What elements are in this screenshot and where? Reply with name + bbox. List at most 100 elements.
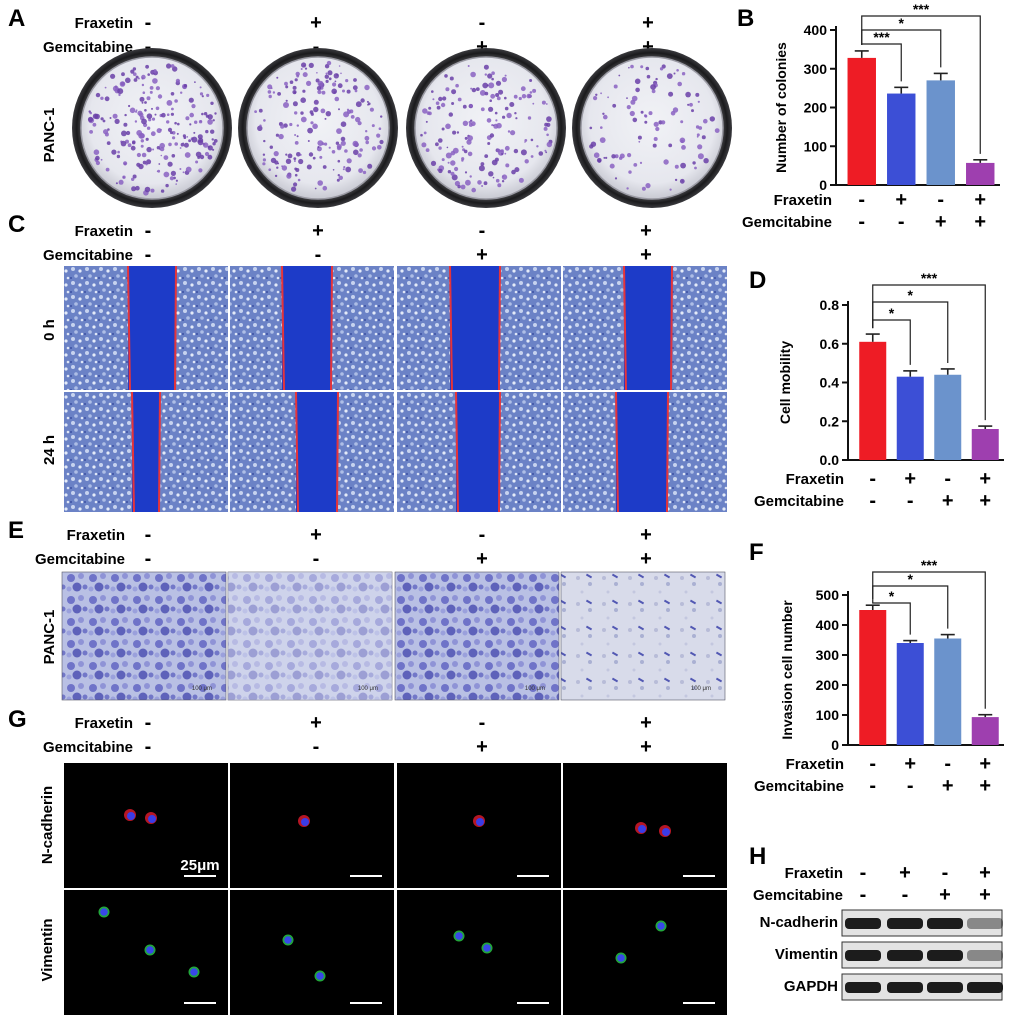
panel-c-sign: - [479,220,486,242]
panel-c-treatment-rows: Fraxetin - + - +Gemcitabine - - + + [43,220,652,266]
y-tick-label: 100 [816,707,840,723]
panel-f-letter: F [749,539,764,566]
significance-label: * [908,287,914,303]
treatment-sign: + [904,753,916,775]
colony-dish [238,48,398,208]
treatment-sign: - [858,189,865,211]
panel-c-sign: + [640,244,652,266]
y-tick-label: 0.6 [820,336,840,352]
vimentin-if-image [230,890,394,1015]
y-tick-label: 300 [816,647,840,663]
panel-e-sign: + [476,548,488,570]
blot-strip [841,909,1003,937]
treatment-sign: - [869,775,876,797]
panel-g-marker-ncadherin: N-cadherin [39,786,56,864]
y-tick-label: 0.8 [820,297,840,313]
panel-a-sign: - [145,12,152,34]
scalebar-text: 100 μm [525,686,545,692]
blot-band [887,950,923,961]
y-tick-label: 400 [804,22,828,38]
blot-band [845,918,881,929]
blot-band [887,982,923,993]
panel-h-sign: - [942,862,949,884]
invasion-image: 100 μm [61,571,227,701]
colony-dish [572,48,732,208]
y-tick-label: 200 [816,677,840,693]
significance-label: *** [873,29,890,45]
panel-c-letter: C [8,211,25,238]
scalebar-text: 100 μm [192,686,212,692]
panel-h-sign: + [979,884,991,906]
panel-h-western-blot: N-cadherin Vimentin GAPDH [760,909,1003,1001]
panel-h-letter: H [749,843,766,870]
blot-band [927,918,963,929]
panel-a-letter: A [8,5,25,32]
panel-g-sign: - [479,712,486,734]
invasion-image: 100 μm [394,571,560,701]
panel-e-sign: - [145,524,152,546]
y-tick-label: 0.2 [820,413,840,429]
panel-e-sign: + [640,524,652,546]
significance-bracket [872,599,911,635]
panel-e-treatment-rows: Fraxetin - + - +Gemcitabine - - + + [35,524,652,570]
panel-h-sign: - [860,862,867,884]
bar [926,80,955,185]
y-tick-label: 200 [804,100,828,116]
panel-h-treatment-rows: Fraxetin - + - +Gemcitabine - - + + [753,862,991,906]
panel-a-sign: + [642,36,654,58]
treatment-label: Gemcitabine [754,778,844,795]
panel-a-row-label: Fraxetin [75,15,133,32]
panel-h-row-label: Fraxetin [785,865,843,882]
blot-label: GAPDH [784,978,838,995]
treatment-sign: - [869,753,876,775]
panel-e-sign: + [640,548,652,570]
panel-g-sign: + [640,712,652,734]
bar [971,717,999,745]
treatment-sign: + [979,468,991,490]
significance-label: * [908,571,914,587]
treatment-sign: - [944,468,951,490]
wound-image [563,265,727,391]
panel-g-if-images: 25μm [64,763,727,1015]
panel-g-row-label: Fraxetin [75,715,133,732]
panel-e-sign: + [310,524,322,546]
panel-h-row-label: Gemcitabine [753,887,843,904]
panel-a-row-label: Gemcitabine [43,39,133,56]
vimentin-if-image [64,890,228,1015]
y-axis-label: Number of colonies [773,42,789,173]
panel-a-colony-dishes [72,48,732,208]
significance-bracket [861,15,981,154]
panel-e-cell-line-label: PANC-1 [41,610,58,665]
panel-g-sign: - [145,736,152,758]
treatment-sign: - [858,211,865,233]
treatment-sign: - [937,189,944,211]
wound-image [563,391,727,513]
treatment-sign: - [869,490,876,512]
blot-band [845,950,881,961]
panel-h-sign: + [979,862,991,884]
invasion-image: 100 μm [227,571,393,701]
treatment-sign: + [974,189,986,211]
panel-e-invasion-images: 100 μm 100 μm 100 μm 100 μm [61,571,726,701]
y-tick-label: 100 [804,138,828,154]
blot-strip [841,973,1003,1001]
treatment-label: Gemcitabine [742,214,832,231]
panel-g-sign: - [313,736,320,758]
blot-band [927,950,963,961]
bar [896,376,924,460]
treatment-sign: + [942,490,954,512]
panel-a-treatment-rows: Fraxetin - + - +Gemcitabine - - + + [43,12,654,58]
panel-c-row-label: Gemcitabine [43,247,133,264]
treatment-sign: - [898,211,905,233]
panel-a-sign: - [145,36,152,58]
panel-c-time-24h: 24 h [41,435,58,465]
bar [971,429,999,460]
panel-c-time-0h: 0 h [41,319,58,341]
panel-a-sign: - [313,36,320,58]
panel-e-letter: E [8,517,24,544]
panel-c-sign: + [640,220,652,242]
treatment-sign: + [974,211,986,233]
panel-c-sign: + [476,244,488,266]
treatment-sign: + [935,211,947,233]
